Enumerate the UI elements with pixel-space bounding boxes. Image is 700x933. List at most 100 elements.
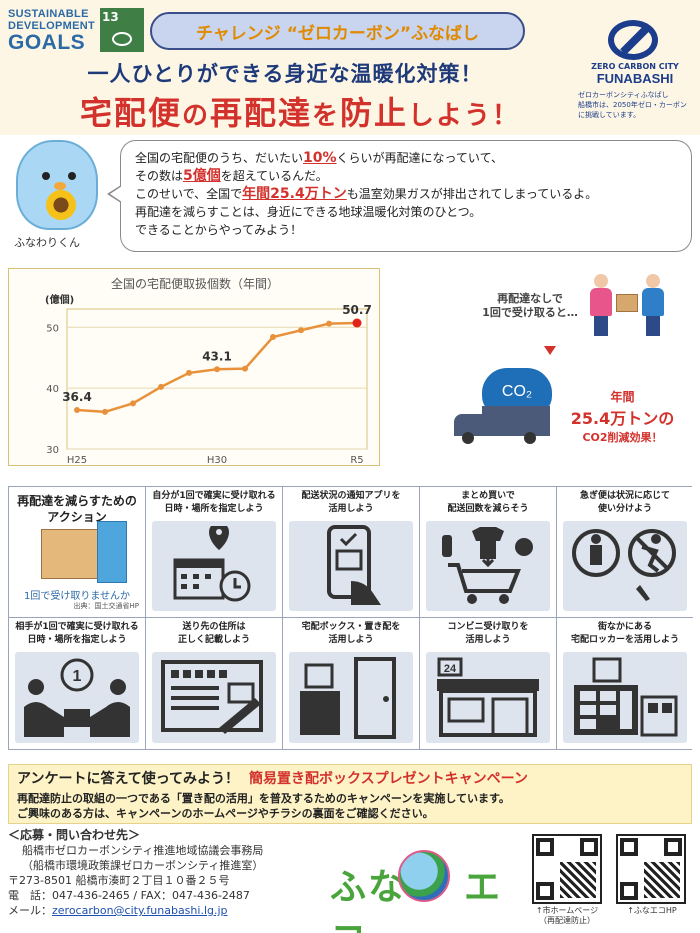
action-caption: 配送状況の通知アプリを 活用しよう [283, 490, 419, 516]
contact-mail-link[interactable]: zerocarbon@city.funabashi.lg.jp [52, 904, 228, 917]
qr-code-city-page[interactable] [532, 834, 602, 904]
title-part-a: 宅配便 [79, 94, 182, 132]
contact-phone: 電 話：047-436-2465 / FAX：047-436-2487 [8, 889, 250, 902]
sdg-goal-number: 13 [102, 10, 119, 24]
bubble-l2-highlight: 5億個 [183, 168, 221, 184]
qr-modules [644, 862, 680, 898]
data-point [130, 400, 136, 407]
co2-effect-illustration: 再配達なしで 1回で受け取ると… CO₂ 年間 25.4万トンの CO2削減効果… [420, 270, 690, 460]
action-caption-l1: まとめ買いで [461, 491, 515, 501]
mascot-name: ふなわりくん [14, 236, 80, 249]
contact-org-2: （船橋市環境政策課ゼロカーボンシティ推進室） [22, 859, 264, 872]
action-caption-l2: 正しく記載しよう [177, 635, 250, 645]
handover-icon: 1 [15, 652, 139, 743]
chart-canvas: 30 40 50 (億個) H25 H30 R5 36.4 43.1 50.7 [45, 293, 372, 466]
qr-caption-city-2: （再配達防止） [539, 916, 595, 925]
cart-svg [442, 527, 533, 604]
y-axis-label: (億個) [45, 293, 74, 306]
bubble-line-3: このせいで、全国で年間25.4万トンも温室効果ガスが排出されてしまっているよ。 [135, 185, 677, 203]
co2-reduction-text: 年間 25.4万トンの CO2削減効果！ [560, 388, 685, 445]
courier-head [646, 274, 660, 288]
action-caption-l2: 活用しよう [328, 504, 374, 514]
cardboard-box-icon [41, 529, 99, 579]
truck-icon [454, 406, 550, 444]
title-part-e: 防止 [340, 94, 409, 132]
action-caption-l1: 街なかにある [597, 622, 652, 632]
qr-finder-2 [580, 838, 598, 856]
speech-bubble: 全国の宅配便のうち、だいたい10%くらいが再配達になっていて、 その数は5億個を… [107, 140, 692, 252]
zero-carbon-city-logo: ZERO CARBON CITY FUNABASHI [578, 20, 688, 86]
source-note: 出典：国土交通省HP [73, 602, 140, 610]
qr-caption-city-1: ↑市ホームページ [535, 906, 599, 915]
data-point [102, 408, 108, 415]
earth-eye-icon [112, 32, 132, 46]
action-item: コンビニ受け取りを 活用しよう 24 [420, 618, 557, 749]
action-caption-l1: 相手が1回で確実に受け取れる [15, 622, 139, 632]
bubble-line-1: 全国の宅配便のうち、だいたい10%くらいが再配達になっていて、 [135, 149, 677, 167]
qr-finder-2 [664, 838, 682, 856]
sdg-line2: DEVELOPMENT [8, 20, 96, 32]
action-item: 相手が1回で確実に受け取れる 日時・場所を指定しよう 1 [9, 618, 146, 749]
contact-mail-label: メール： [8, 904, 52, 917]
action-item: 急ぎ便は状況に応じて 使い分けよう [557, 487, 693, 618]
delivery-box-svg [300, 656, 396, 739]
funa-eco-logo: ふなエコ [330, 850, 520, 933]
smartphone-icon [289, 521, 413, 611]
data-label: 43.1 [202, 349, 232, 363]
action-caption-l1: 送り先の住所は [182, 622, 246, 632]
action-grid: 再配達を減らすための アクション 1回で受け取りませんか 出典：国土交通省HP … [8, 486, 693, 750]
svg-text:1: 1 [73, 668, 82, 685]
title-part-f: しよう！ [408, 101, 521, 131]
contact-org-1: 船橋市ゼロカーボンシティ推進地域協議会事務局 [22, 844, 264, 857]
locker-svg [574, 657, 678, 736]
header-banner: SUSTAINABLE DEVELOPMENT GOALS 13 チャレンジ “… [0, 0, 700, 135]
address-svg [161, 659, 263, 734]
action-caption: 自分が1回で確実に受け取れる 日時・場所を指定しよう [146, 490, 282, 516]
zcc-line1: ZERO CARBON CITY [591, 62, 679, 71]
bubble-line-2: その数は5億個を超えているんだ。 [135, 167, 677, 185]
contact-info: ＜応募・問い合わせ先＞ 船橋市ゼロカーボンシティ推進地域協議会事務局 （船橋市環… [8, 828, 438, 928]
action-caption-l1: 急ぎ便は状況に応じて [579, 491, 670, 501]
action-caption-l1: 配送状況の通知アプリを [301, 491, 401, 501]
data-point [326, 320, 332, 327]
qr-caption-funa-eco: ↑ふなエコHP [627, 906, 677, 915]
action-caption-l2: 宅配ロッカーを活用しよう [570, 635, 679, 645]
sunflower-icon [46, 190, 76, 220]
data-point [158, 383, 164, 390]
mascot-beak [54, 182, 66, 190]
contact-heading: ＜応募・問い合わせ先＞ [8, 828, 141, 842]
action-caption-l2: 使い分けよう [597, 504, 652, 514]
qr-code-funa-eco[interactable] [616, 834, 686, 904]
y-tick-label: 40 [46, 384, 59, 395]
action-caption: コンビニ受け取りを 活用しよう [420, 621, 556, 647]
bubble-l2-a: その数は [135, 169, 184, 183]
action-caption: 宅配ボックス・置き配を 活用しよう [283, 621, 419, 647]
courier-legs [646, 316, 660, 336]
calendar-icon [152, 521, 276, 611]
svg-text:24: 24 [444, 663, 457, 675]
zcc-sub2: 船橋市は、2050年ゼロ・カーボンに挑戦しています。 [578, 101, 687, 119]
action-caption-l2: 配送回数を減らそう [447, 504, 529, 514]
action-caption-l1: 宅配ボックス・置き配を [301, 622, 401, 632]
y-tick-label: 30 [46, 445, 59, 456]
zero-ring-icon [608, 20, 658, 60]
action-heading: 再配達を減らすための アクション [9, 493, 145, 525]
data-label: 36.4 [62, 390, 92, 404]
action-caption: 送り先の住所は 正しく記載しよう [146, 621, 282, 647]
bubble-l1-c: くらいが再配達になっていて、 [336, 151, 503, 165]
qr-finder-1 [536, 838, 554, 856]
parcel-icon [616, 294, 638, 312]
qr-caption-city: ↑市ホームページ （再配達防止） [520, 906, 614, 926]
bubble-l1-highlight: 10% [303, 150, 337, 166]
page-subtitle: 一人ひとりができる身近な温暖化対策！ [87, 62, 483, 86]
data-point [270, 334, 276, 340]
bubble-line-4: 再配達を減らすことは、身近にできる地球温暖化対策のひとつ。 [135, 205, 482, 219]
action-item: 自分が1回で確実に受け取れる 日時・場所を指定しよう [146, 487, 283, 618]
x-tick-label: R5 [350, 455, 363, 466]
truck-cab [454, 414, 484, 436]
express-svg [572, 529, 676, 601]
qr-finder-3 [620, 882, 638, 900]
action-heading-2: アクション [47, 510, 107, 524]
bubble-line-5: できることからやってみよう！ [135, 223, 303, 237]
action-item: 宅配ボックス・置き配を 活用しよう [283, 618, 420, 749]
